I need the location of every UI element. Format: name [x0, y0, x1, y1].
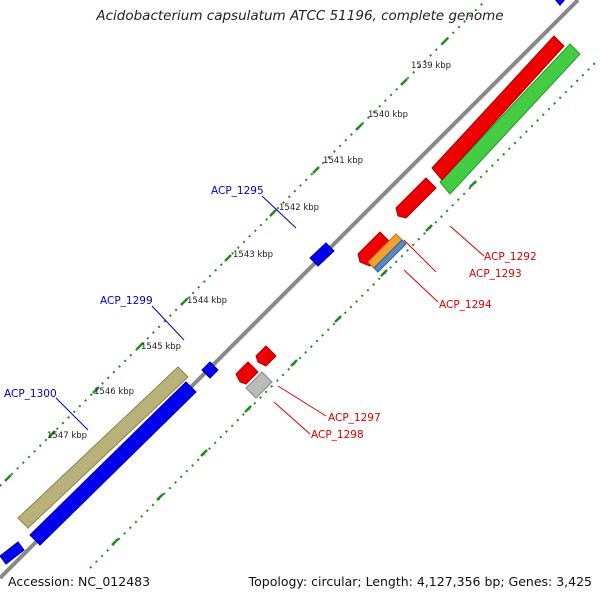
callout-line [403, 239, 437, 273]
reverse-cds-arrow-acp1297a[interactable] [235, 361, 259, 385]
trna-band[interactable] [439, 43, 581, 195]
forward-cds-arrow-top[interactable] [555, 0, 565, 6]
scale-label: 1544 kbp [187, 296, 227, 306]
scale-label: 1547 kbp [47, 431, 87, 441]
callout-line [261, 195, 297, 229]
major-ticks-outer [4, 37, 449, 482]
tick-track-outer [0, 0, 487, 487]
gene-label-acp1300[interactable]: ACP_1300 [4, 388, 57, 400]
gene-label-acp1292[interactable]: ACP_1292 [484, 251, 537, 263]
forward-cds-band-long[interactable] [29, 381, 197, 546]
tick-track-inner [89, 59, 599, 569]
major-ticks-inner [111, 180, 477, 546]
gene-label-acp1297[interactable]: ACP_1297 [328, 412, 381, 424]
gene-label-acp1295[interactable]: ACP_1295 [211, 185, 264, 197]
gene-label-acp1294[interactable]: ACP_1294 [439, 299, 492, 311]
scale-label: 1543 kbp [233, 250, 273, 260]
scale-label: 1542 kbp [279, 203, 319, 213]
gene-label-acp1298[interactable]: ACP_1298 [311, 429, 364, 441]
callout-line [151, 305, 185, 341]
scale-label: 1540 kbp [368, 110, 408, 120]
callout-line [55, 397, 89, 431]
forward-cds-arrow-edge[interactable] [0, 541, 25, 565]
gene-label-acp1299[interactable]: ACP_1299 [100, 295, 153, 307]
reverse-cds-arrow-acp1297b[interactable] [255, 345, 277, 367]
rrna-band[interactable] [17, 366, 189, 529]
gene-label-acp1293[interactable]: ACP_1293 [469, 268, 522, 280]
forward-cds-arrow-acp1295[interactable] [309, 242, 335, 267]
scale-label: 1539 kbp [411, 61, 451, 71]
accession-text: Accession: NC_012483 [8, 574, 151, 589]
gray-feature-acp1298[interactable] [245, 371, 273, 399]
scale-label: 1546 kbp [94, 387, 134, 397]
scale-label: 1545 kbp [141, 342, 181, 352]
genome-title: Acidobacterium capsulatum ATCC 51196, co… [96, 8, 504, 24]
callout-line [273, 401, 311, 435]
callout-line [449, 225, 485, 257]
reverse-cds-band-long[interactable] [431, 35, 565, 181]
scale-label: 1541 kbp [323, 156, 363, 166]
steel-feature-acp1294[interactable] [373, 239, 407, 273]
callout-line [403, 269, 439, 303]
forward-cds-arrow-acp1299[interactable] [201, 361, 219, 379]
reverse-cds-arrow-acp1292a[interactable] [395, 177, 437, 219]
topology-summary: Topology: circular; Length: 4,127,356 bp… [248, 574, 592, 589]
callout-line [277, 385, 327, 417]
